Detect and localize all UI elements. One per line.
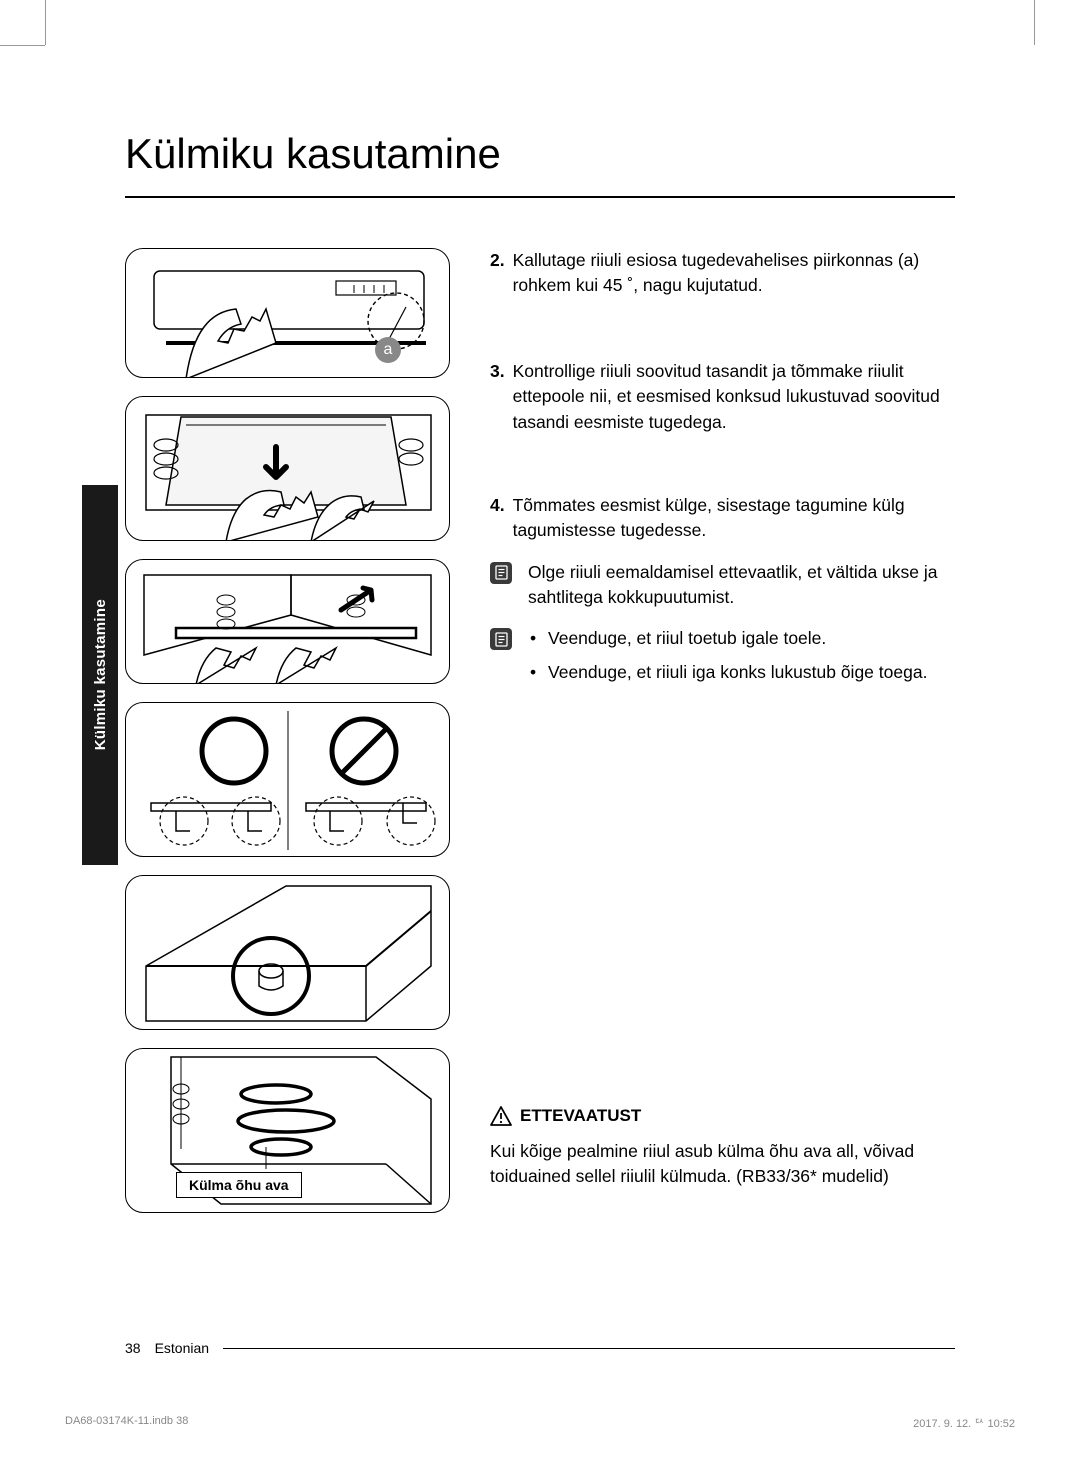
- caution-label: ETTEVAATUST: [520, 1104, 641, 1129]
- note-1-text: Olge riiuli eemaldamisel ettevaatlik, et…: [528, 560, 955, 611]
- figure-cold-air: Külma õhu ava: [125, 1048, 450, 1213]
- figures-column: a: [125, 248, 450, 1231]
- callout-a-label: a: [384, 341, 393, 359]
- caution-heading: ETTEVAATUST: [490, 1104, 955, 1129]
- step-4-text: Tõmmates eesmist külge, sisestage tagumi…: [513, 493, 955, 544]
- side-tab: Külmiku kasutamine: [82, 485, 118, 865]
- step-2-num: 2.: [490, 248, 505, 299]
- text-column: 2. Kallutage riiuli esiosa tugedevahelis…: [490, 248, 955, 1231]
- meta-date: 2017. 9. 12. ᄃᄉ 10:52: [913, 1415, 1015, 1431]
- note-icon: [490, 628, 512, 650]
- page-footer: 38 Estonian: [125, 1340, 955, 1356]
- side-tab-label: Külmiku kasutamine: [92, 599, 109, 750]
- step-4-num: 4.: [490, 493, 505, 544]
- footer-rule: [223, 1348, 955, 1349]
- step-3-text: Kontrollige riiuli soovitud tasandit ja …: [513, 359, 955, 435]
- figure-step-4: [125, 559, 450, 684]
- main-area: a: [125, 248, 955, 1231]
- step-2: 2. Kallutage riiuli esiosa tugedevahelis…: [490, 248, 955, 299]
- warning-icon: [490, 1106, 512, 1126]
- figure-step-2: a: [125, 248, 450, 378]
- note-caution-shelf: Olge riiuli eemaldamisel ettevaatlik, et…: [490, 560, 955, 611]
- figure-correct-wrong: [125, 702, 450, 857]
- note-bullets: Veenduge, et riiul toetub igale toele. V…: [490, 626, 955, 693]
- note-bullet-list: Veenduge, et riiul toetub igale toele. V…: [528, 626, 955, 693]
- step-3: 3. Kontrollige riiuli soovitud tasandit …: [490, 359, 955, 435]
- bullet-2: Veenduge, et riiuli iga konks lukustub õ…: [528, 660, 955, 685]
- cold-air-label: Külma õhu ava: [176, 1172, 302, 1198]
- bullet-1: Veenduge, et riiul toetub igale toele.: [528, 626, 955, 651]
- figure-shelf-detail: [125, 875, 450, 1030]
- step-2-text: Kallutage riiuli esiosa tugedevahelises …: [513, 248, 955, 299]
- step-4: 4. Tõmmates eesmist külge, sisestage tag…: [490, 493, 955, 544]
- note-icon: [490, 562, 512, 584]
- caution-text: Kui kõige pealmine riiul asub külma õhu …: [490, 1139, 955, 1190]
- meta-footer: DA68-03174K-11.indb 38 2017. 9. 12. ᄃᄉ 1…: [65, 1415, 1015, 1431]
- meta-file: DA68-03174K-11.indb 38: [65, 1415, 188, 1431]
- page-title: Külmiku kasutamine: [125, 130, 955, 198]
- step-3-num: 3.: [490, 359, 505, 435]
- page-language: Estonian: [155, 1340, 209, 1356]
- callout-a-badge: a: [375, 337, 401, 363]
- figure-step-3: [125, 396, 450, 541]
- page-content: Külmiku kasutamine a: [125, 130, 955, 1231]
- page-number: 38: [125, 1340, 141, 1356]
